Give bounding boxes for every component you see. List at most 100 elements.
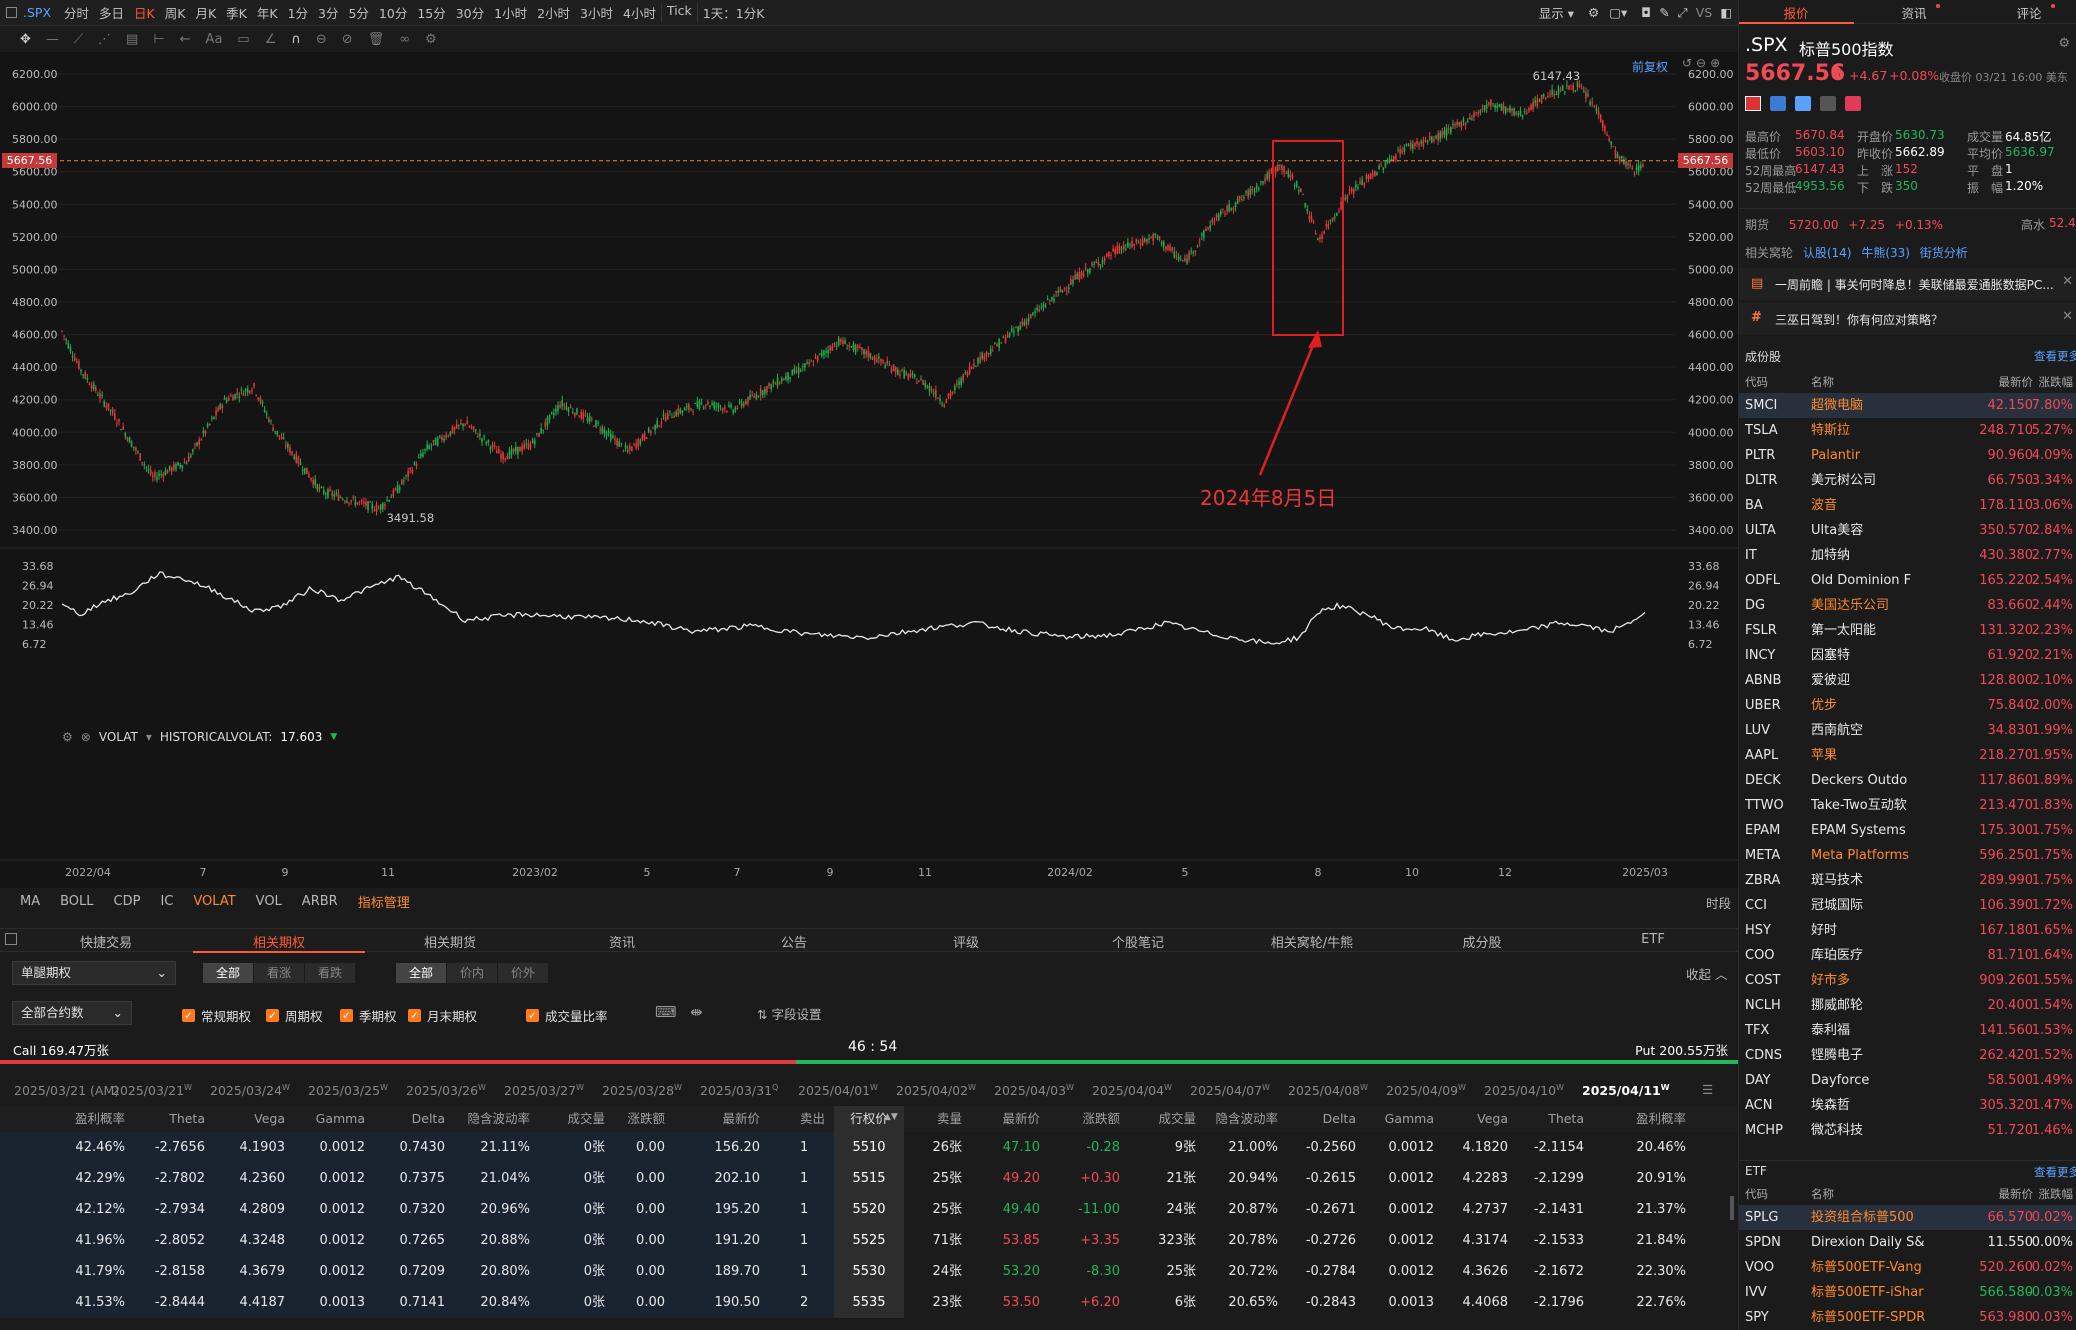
list-item[interactable]: VOO 标普500ETF-Vang 520.260 0.02% — [1745, 1260, 2073, 1275]
column-header[interactable]: 卖出 — [800, 1111, 826, 1126]
expiry-date-tab[interactable]: 2025/03/21 (AM) — [14, 1083, 120, 1098]
measure-tool-icon[interactable]: ⊢ — [153, 31, 165, 47]
time-range-button[interactable]: 时段 — [1706, 896, 1732, 911]
column-header[interactable]: 隐含波动率 — [467, 1111, 530, 1126]
display-menu[interactable]: 显示 ▾ — [1538, 6, 1574, 21]
lock-icon[interactable]: ⊖ — [315, 31, 327, 47]
column-header[interactable]: 盈利概率 — [74, 1111, 125, 1126]
expiry-date-tab[interactable]: 2025/04/02W — [896, 1083, 976, 1099]
bottom-tab[interactable]: 相关窝轮/牛熊 — [1270, 936, 1354, 951]
list-item[interactable]: SMCI 超微电脑 42.150 7.80% — [1739, 393, 2076, 418]
text-tool-icon[interactable]: Aa — [205, 31, 223, 47]
trade-icon[interactable] — [1770, 96, 1786, 111]
list-item[interactable]: ULTA Ulta美容 350.570 2.84% — [1745, 523, 2073, 538]
list-item[interactable]: SPDN Direxion Daily S& 11.550 0.00% — [1745, 1235, 2073, 1250]
adjust-button[interactable]: 前复权 — [1632, 60, 1669, 74]
expiry-date-tab[interactable]: 2025/04/01W — [798, 1083, 878, 1099]
bottom-tab[interactable]: 成分股 — [1462, 936, 1502, 951]
bottom-tab[interactable]: 相关期货 — [423, 936, 477, 951]
expiry-date-tab[interactable]: 2025/03/28W — [602, 1083, 682, 1099]
ruler-icon[interactable]: ∠ — [264, 31, 277, 47]
panel-collapse-icon[interactable] — [5, 933, 17, 945]
column-header[interactable]: 涨跌额 — [1082, 1111, 1120, 1126]
period-tab[interactable]: 周K — [164, 6, 186, 21]
table-row[interactable]: 42.12% -2.7934 4.2809 0.0012 0.7320 20.96% 0张 0… — [0, 1194, 1738, 1225]
table-row[interactable]: 42.46% -2.7656 4.1903 0.0012 0.7430 21.11% 0张 0… — [0, 1132, 1738, 1163]
vs-button[interactable]: VS — [1695, 5, 1713, 20]
settings-icon[interactable]: ⚙ — [1587, 5, 1600, 20]
column-header[interactable]: 最新价 — [722, 1111, 760, 1126]
bottom-tab[interactable]: 公告 — [780, 936, 808, 951]
option-kind-check[interactable]: ✓ 常规期权 — [182, 1009, 252, 1024]
list-item[interactable]: BA 波音 178.110 3.06% — [1745, 498, 2073, 513]
filter-option[interactable]: 全部 — [396, 963, 448, 983]
trash-icon[interactable]: 🗑 — [367, 31, 385, 47]
quote-tab[interactable]: 报价 — [1783, 6, 1809, 21]
period-tab[interactable]: 30分 — [455, 6, 485, 21]
expiry-date-tab[interactable]: 2025/03/24W — [210, 1083, 290, 1099]
period-tab[interactable]: 3小时 — [580, 6, 613, 21]
expiry-date-tab[interactable]: 2025/03/31Q — [700, 1083, 779, 1099]
vol-dropdown-icon[interactable]: ▾ — [145, 730, 152, 744]
constituents-more-link[interactable]: 查看更多 — [2034, 349, 2076, 363]
option-kind-check[interactable]: ✓ 季期权 — [340, 1009, 397, 1024]
list-item[interactable]: CCI 冠城国际 106.390 1.72% — [1745, 898, 2073, 913]
date-menu-icon[interactable]: ☰ — [1702, 1082, 1714, 1097]
indicator-tab[interactable]: VOL — [255, 893, 282, 909]
column-header[interactable]: 成交量 — [1158, 1111, 1196, 1126]
link-icon[interactable]: ∞ — [399, 31, 411, 47]
strike-header[interactable]: 行权价 — [834, 1106, 904, 1132]
news-item[interactable]: # 三巫日驾到！你有何应对策略？ ✕ — [1739, 303, 2076, 335]
option-kind-check[interactable]: ✓ 月末期权 — [408, 1009, 478, 1024]
expiry-date-tab[interactable]: 2025/04/10W — [1484, 1083, 1564, 1099]
list-item[interactable]: PLTR Palantir 90.960 4.09% — [1745, 448, 2073, 463]
list-item[interactable]: IVV 标普500ETF-iShar 566.580 -0.03% — [1745, 1285, 2073, 1300]
list-item[interactable]: MCHP 微芯科技 51.720 1.46% — [1745, 1123, 2073, 1138]
draw-settings-icon[interactable]: ⚙ — [425, 31, 437, 47]
table-scrollbar[interactable] — [1730, 1196, 1734, 1220]
field-settings-button[interactable]: ⇅ 字段设置 — [757, 1007, 822, 1022]
fib-tool-icon[interactable]: ▤ — [126, 31, 139, 47]
table-row[interactable]: 41.79% -2.8158 4.3679 0.0012 0.7209 20.80% 0张 0… — [0, 1256, 1738, 1287]
options-icon[interactable] — [1795, 96, 1811, 111]
period-tab[interactable]: 2小时 — [537, 6, 571, 21]
expand-columns-icon[interactable]: ⇼ — [690, 1003, 703, 1021]
favorite-icon[interactable] — [1845, 96, 1861, 111]
column-header[interactable]: Delta — [411, 1111, 445, 1126]
list-item[interactable]: COO 库珀医疗 81.710 1.64% — [1745, 948, 2073, 963]
panel-toggle-icon[interactable]: ◧ — [1720, 5, 1732, 20]
filter-option[interactable]: 全部 — [203, 963, 255, 983]
channel-tool-icon[interactable]: ⋰ — [98, 31, 112, 47]
quote-settings-icon[interactable]: ⚙ — [2058, 36, 2070, 51]
column-header[interactable]: Delta — [1322, 1111, 1356, 1126]
bottom-tab[interactable]: 资讯 — [608, 936, 636, 951]
period-tab[interactable]: 10分 — [378, 6, 408, 21]
column-header[interactable]: Gamma — [315, 1111, 365, 1126]
column-header[interactable]: Gamma — [1384, 1111, 1434, 1126]
column-header[interactable]: Vega — [254, 1111, 285, 1126]
arrow-tool-icon[interactable]: ← — [179, 31, 191, 47]
period-tab[interactable]: 多日 — [99, 6, 125, 21]
trend-tool-icon[interactable]: ⟋ — [73, 31, 84, 47]
column-header[interactable]: 隐含波动率 — [1215, 1111, 1278, 1126]
chart-icon[interactable] — [1820, 96, 1836, 111]
magnet-icon[interactable]: ∩ — [291, 31, 301, 47]
quote-tab[interactable]: 评论 — [2016, 6, 2042, 21]
camera-icon[interactable]: ◘ — [1641, 5, 1652, 20]
list-item[interactable]: TTWO Take-Two互动软 213.470 1.83% — [1745, 798, 2073, 813]
filter-option[interactable]: 价外 — [498, 963, 550, 983]
indicator-tab[interactable]: MA — [20, 893, 41, 909]
column-header[interactable]: 盈利概率 — [1635, 1111, 1686, 1126]
vol-close-icon[interactable]: ⊗ — [80, 730, 91, 744]
list-item[interactable]: UBER 优步 75.840 2.00% — [1745, 698, 2073, 713]
list-item[interactable]: AAPL 苹果 218.270 1.95% — [1745, 748, 2073, 763]
list-item[interactable]: COST 好市多 909.260 1.55% — [1745, 973, 2073, 988]
column-header[interactable]: 最新价 — [1002, 1111, 1040, 1126]
period-tab[interactable]: 日K — [134, 6, 155, 21]
period-tab[interactable]: 1分 — [287, 6, 309, 21]
list-item[interactable]: META Meta Platforms 596.250 1.75% — [1745, 848, 2073, 863]
fullscreen-icon[interactable]: ⤢ — [1677, 4, 1688, 20]
bottom-tab[interactable]: 评级 — [952, 936, 980, 951]
close-icon[interactable]: ✕ — [2062, 274, 2073, 289]
sort-icon[interactable]: ▲▼ — [884, 1112, 898, 1122]
